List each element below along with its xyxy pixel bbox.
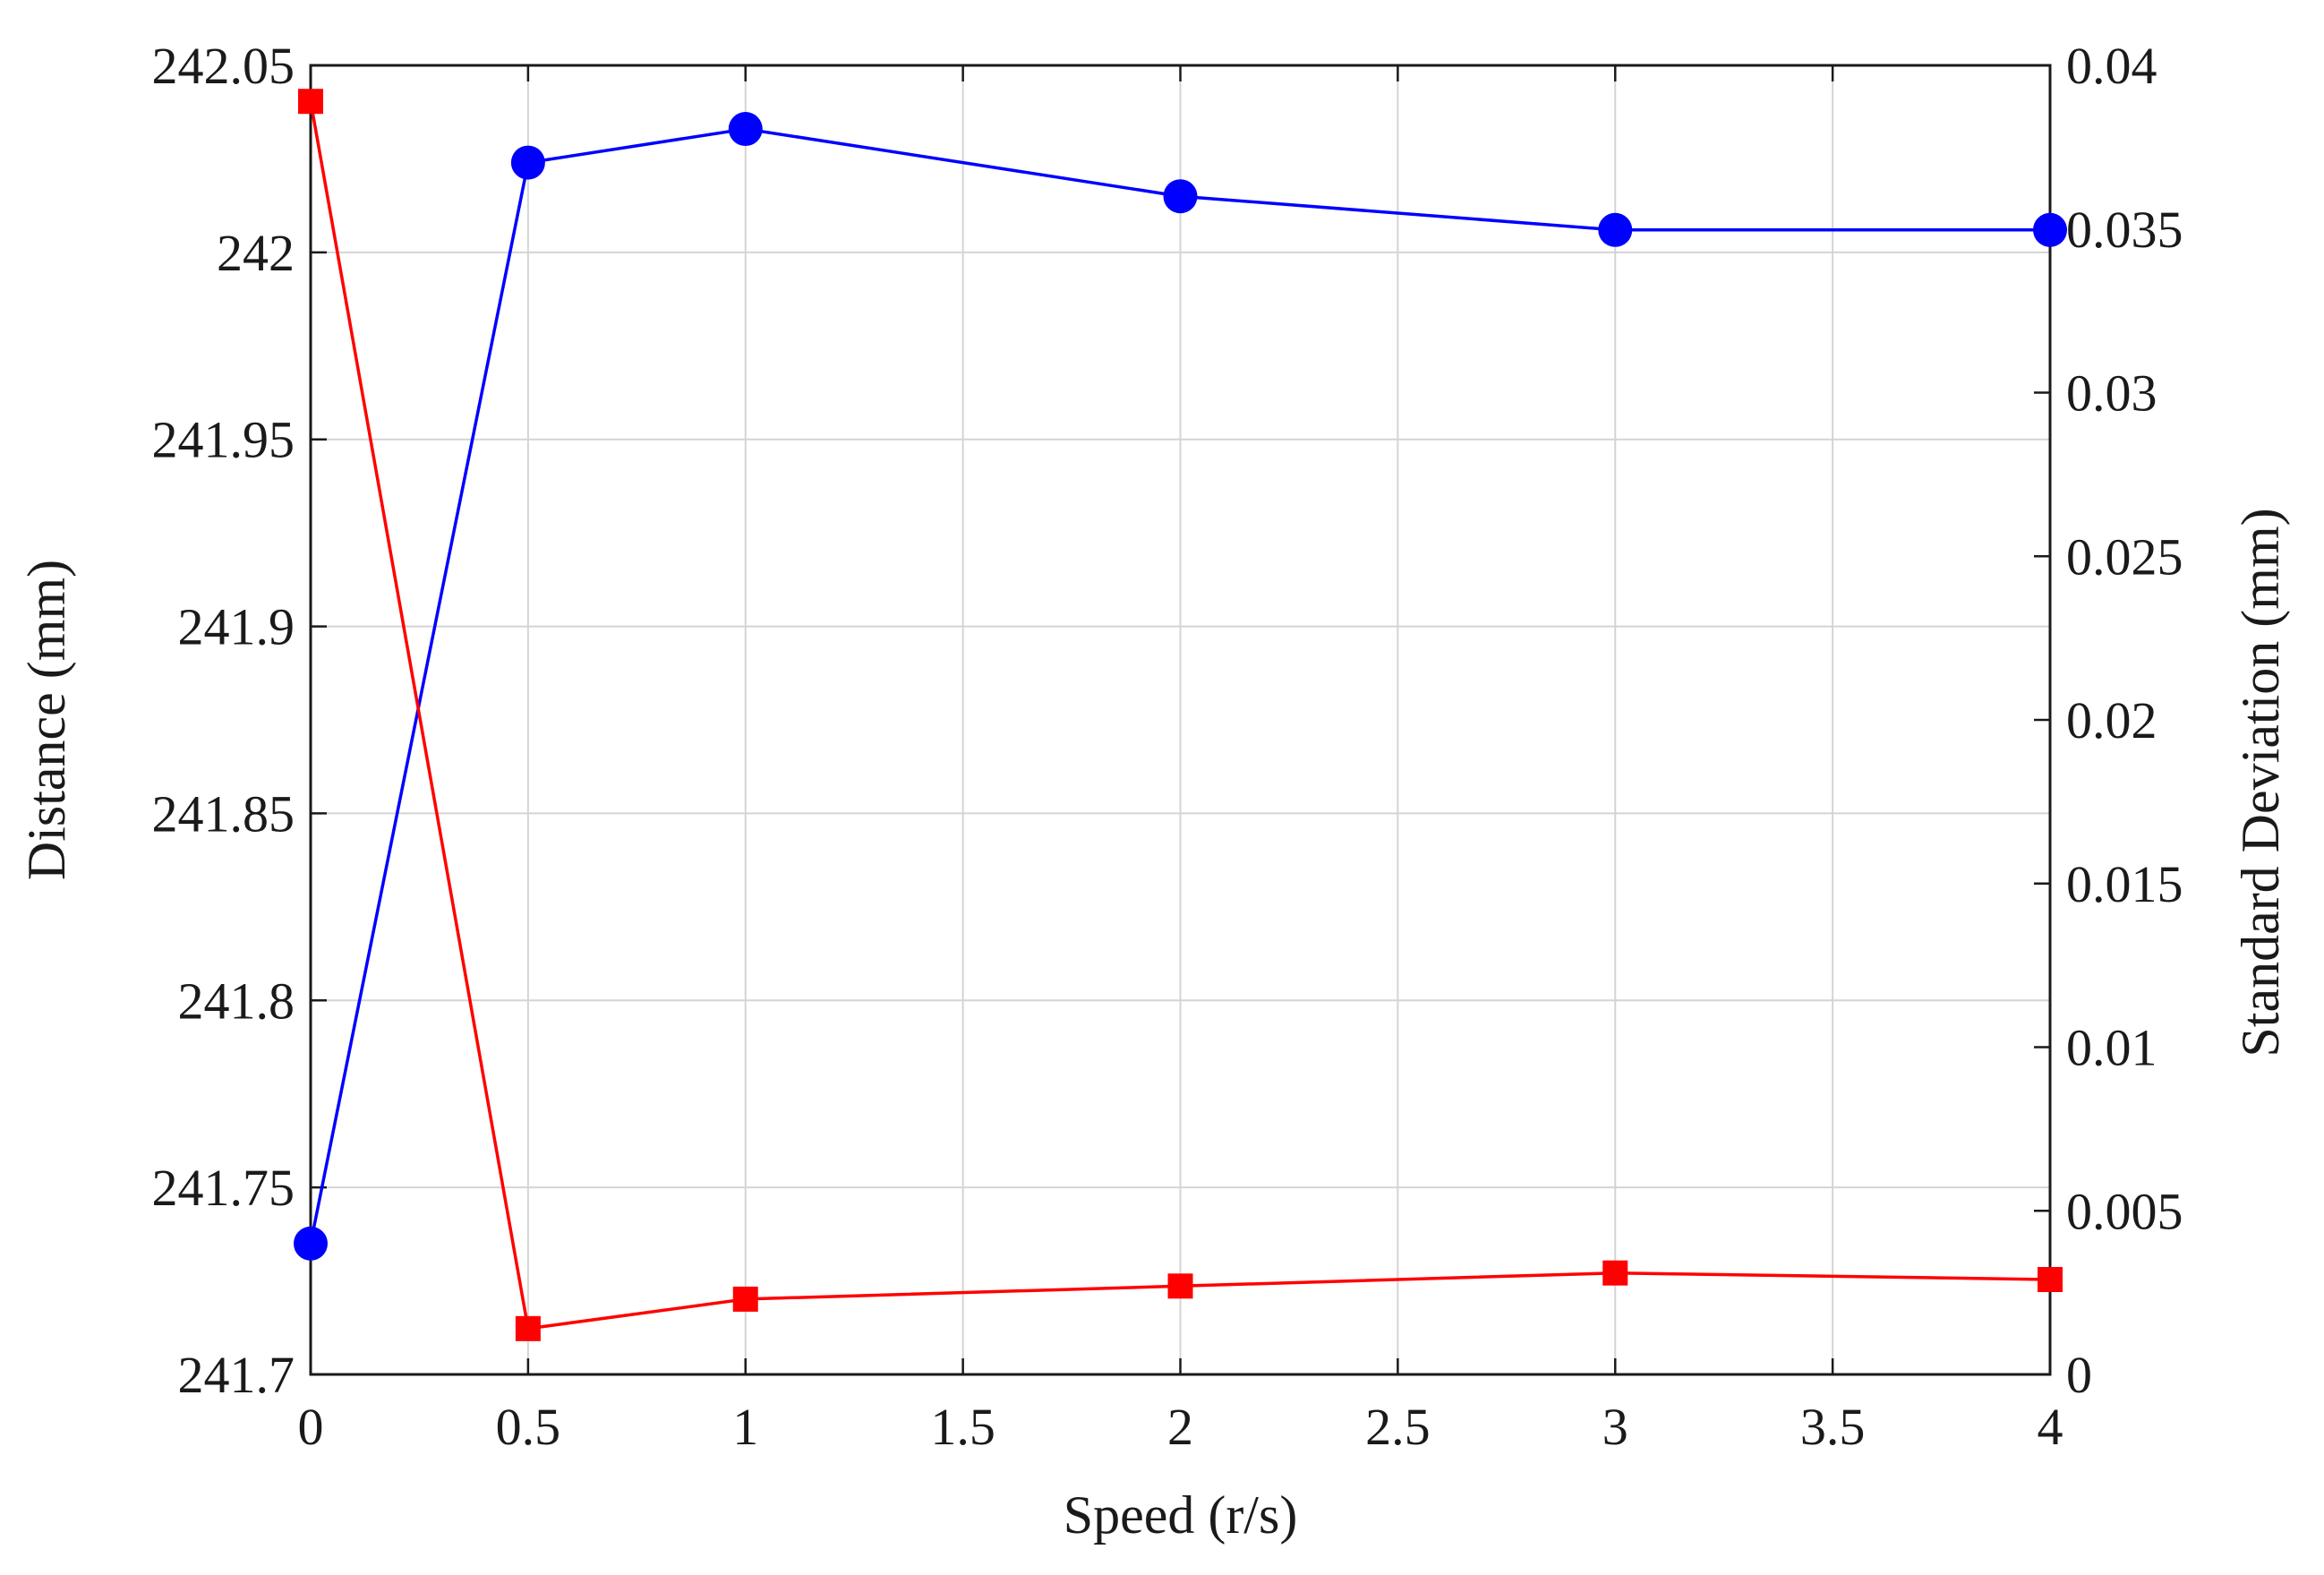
left-y-tick-label: 241.85 xyxy=(152,784,295,843)
right-y-tick-label: 0.035 xyxy=(2066,201,2183,259)
data-point-square xyxy=(298,89,323,115)
x-axis: 0 0.5 1 1.5 2 2.5 3 3.5 4 xyxy=(298,65,2063,1456)
right-y-axis: 0 0.005 0.01 0.015 0.02 0.025 0.03 0.035 0.04 xyxy=(2034,37,2183,1404)
x-tick-label: 2.5 xyxy=(1365,1398,1431,1456)
data-point-square xyxy=(732,1286,758,1312)
right-y-tick-label: 0.015 xyxy=(2066,855,2183,913)
data-point-circle xyxy=(2033,212,2067,247)
x-tick-label: 0.5 xyxy=(496,1398,561,1456)
left-y-tick-label: 242.05 xyxy=(152,37,295,95)
x-tick-label: 3.5 xyxy=(1800,1398,1866,1456)
left-y-tick-label: 241.7 xyxy=(178,1346,295,1404)
data-point-square xyxy=(515,1315,541,1341)
right-y-tick-label: 0.02 xyxy=(2066,691,2157,749)
x-tick-label: 1 xyxy=(732,1398,758,1456)
data-point-square xyxy=(1602,1260,1628,1286)
data-point-circle xyxy=(1163,179,1198,214)
x-axis-label: Speed (r/s) xyxy=(1064,1485,1298,1545)
series-distance xyxy=(294,112,2067,1261)
data-point-square xyxy=(1167,1273,1193,1299)
data-point-circle xyxy=(510,145,545,180)
series-layer xyxy=(294,89,2067,1341)
left-y-tick-label: 241.95 xyxy=(152,411,295,469)
left-y-tick-label: 241.8 xyxy=(178,972,295,1030)
right-y-tick-label: 0.025 xyxy=(2066,527,2183,586)
data-point-circle xyxy=(294,1226,328,1261)
series-line xyxy=(309,100,2051,1331)
right-y-tick-label: 0.005 xyxy=(2066,1182,2183,1240)
left-y-axis-label: Distance (mm) xyxy=(17,560,76,880)
data-point-circle xyxy=(728,112,763,147)
left-y-tick-label: 241.9 xyxy=(178,598,295,656)
x-tick-label: 4 xyxy=(2038,1398,2063,1456)
right-y-tick-label: 0.03 xyxy=(2066,364,2157,423)
x-tick-label: 0 xyxy=(298,1398,324,1456)
left-y-tick-label: 241.75 xyxy=(152,1159,295,1217)
x-tick-label: 3 xyxy=(1602,1398,1628,1456)
x-tick-label: 1.5 xyxy=(930,1398,995,1456)
grid xyxy=(311,65,2050,1374)
right-y-axis-label: Standard Deviation (mm) xyxy=(2231,508,2290,1057)
series-standard-deviation xyxy=(298,89,2063,1341)
right-y-tick-label: 0.01 xyxy=(2066,1019,2157,1077)
right-y-tick-label: 0 xyxy=(2066,1346,2092,1404)
data-point-square xyxy=(2038,1267,2063,1293)
right-y-tick-label: 0.04 xyxy=(2066,37,2157,95)
left-y-tick-label: 242 xyxy=(217,224,295,282)
left-y-axis: 241.7 241.75 241.8 241.85 241.9 241.95 242 242.… xyxy=(152,37,327,1404)
data-point-circle xyxy=(1598,212,1633,247)
x-tick-label: 2 xyxy=(1167,1398,1193,1456)
series-line xyxy=(309,127,2050,1245)
